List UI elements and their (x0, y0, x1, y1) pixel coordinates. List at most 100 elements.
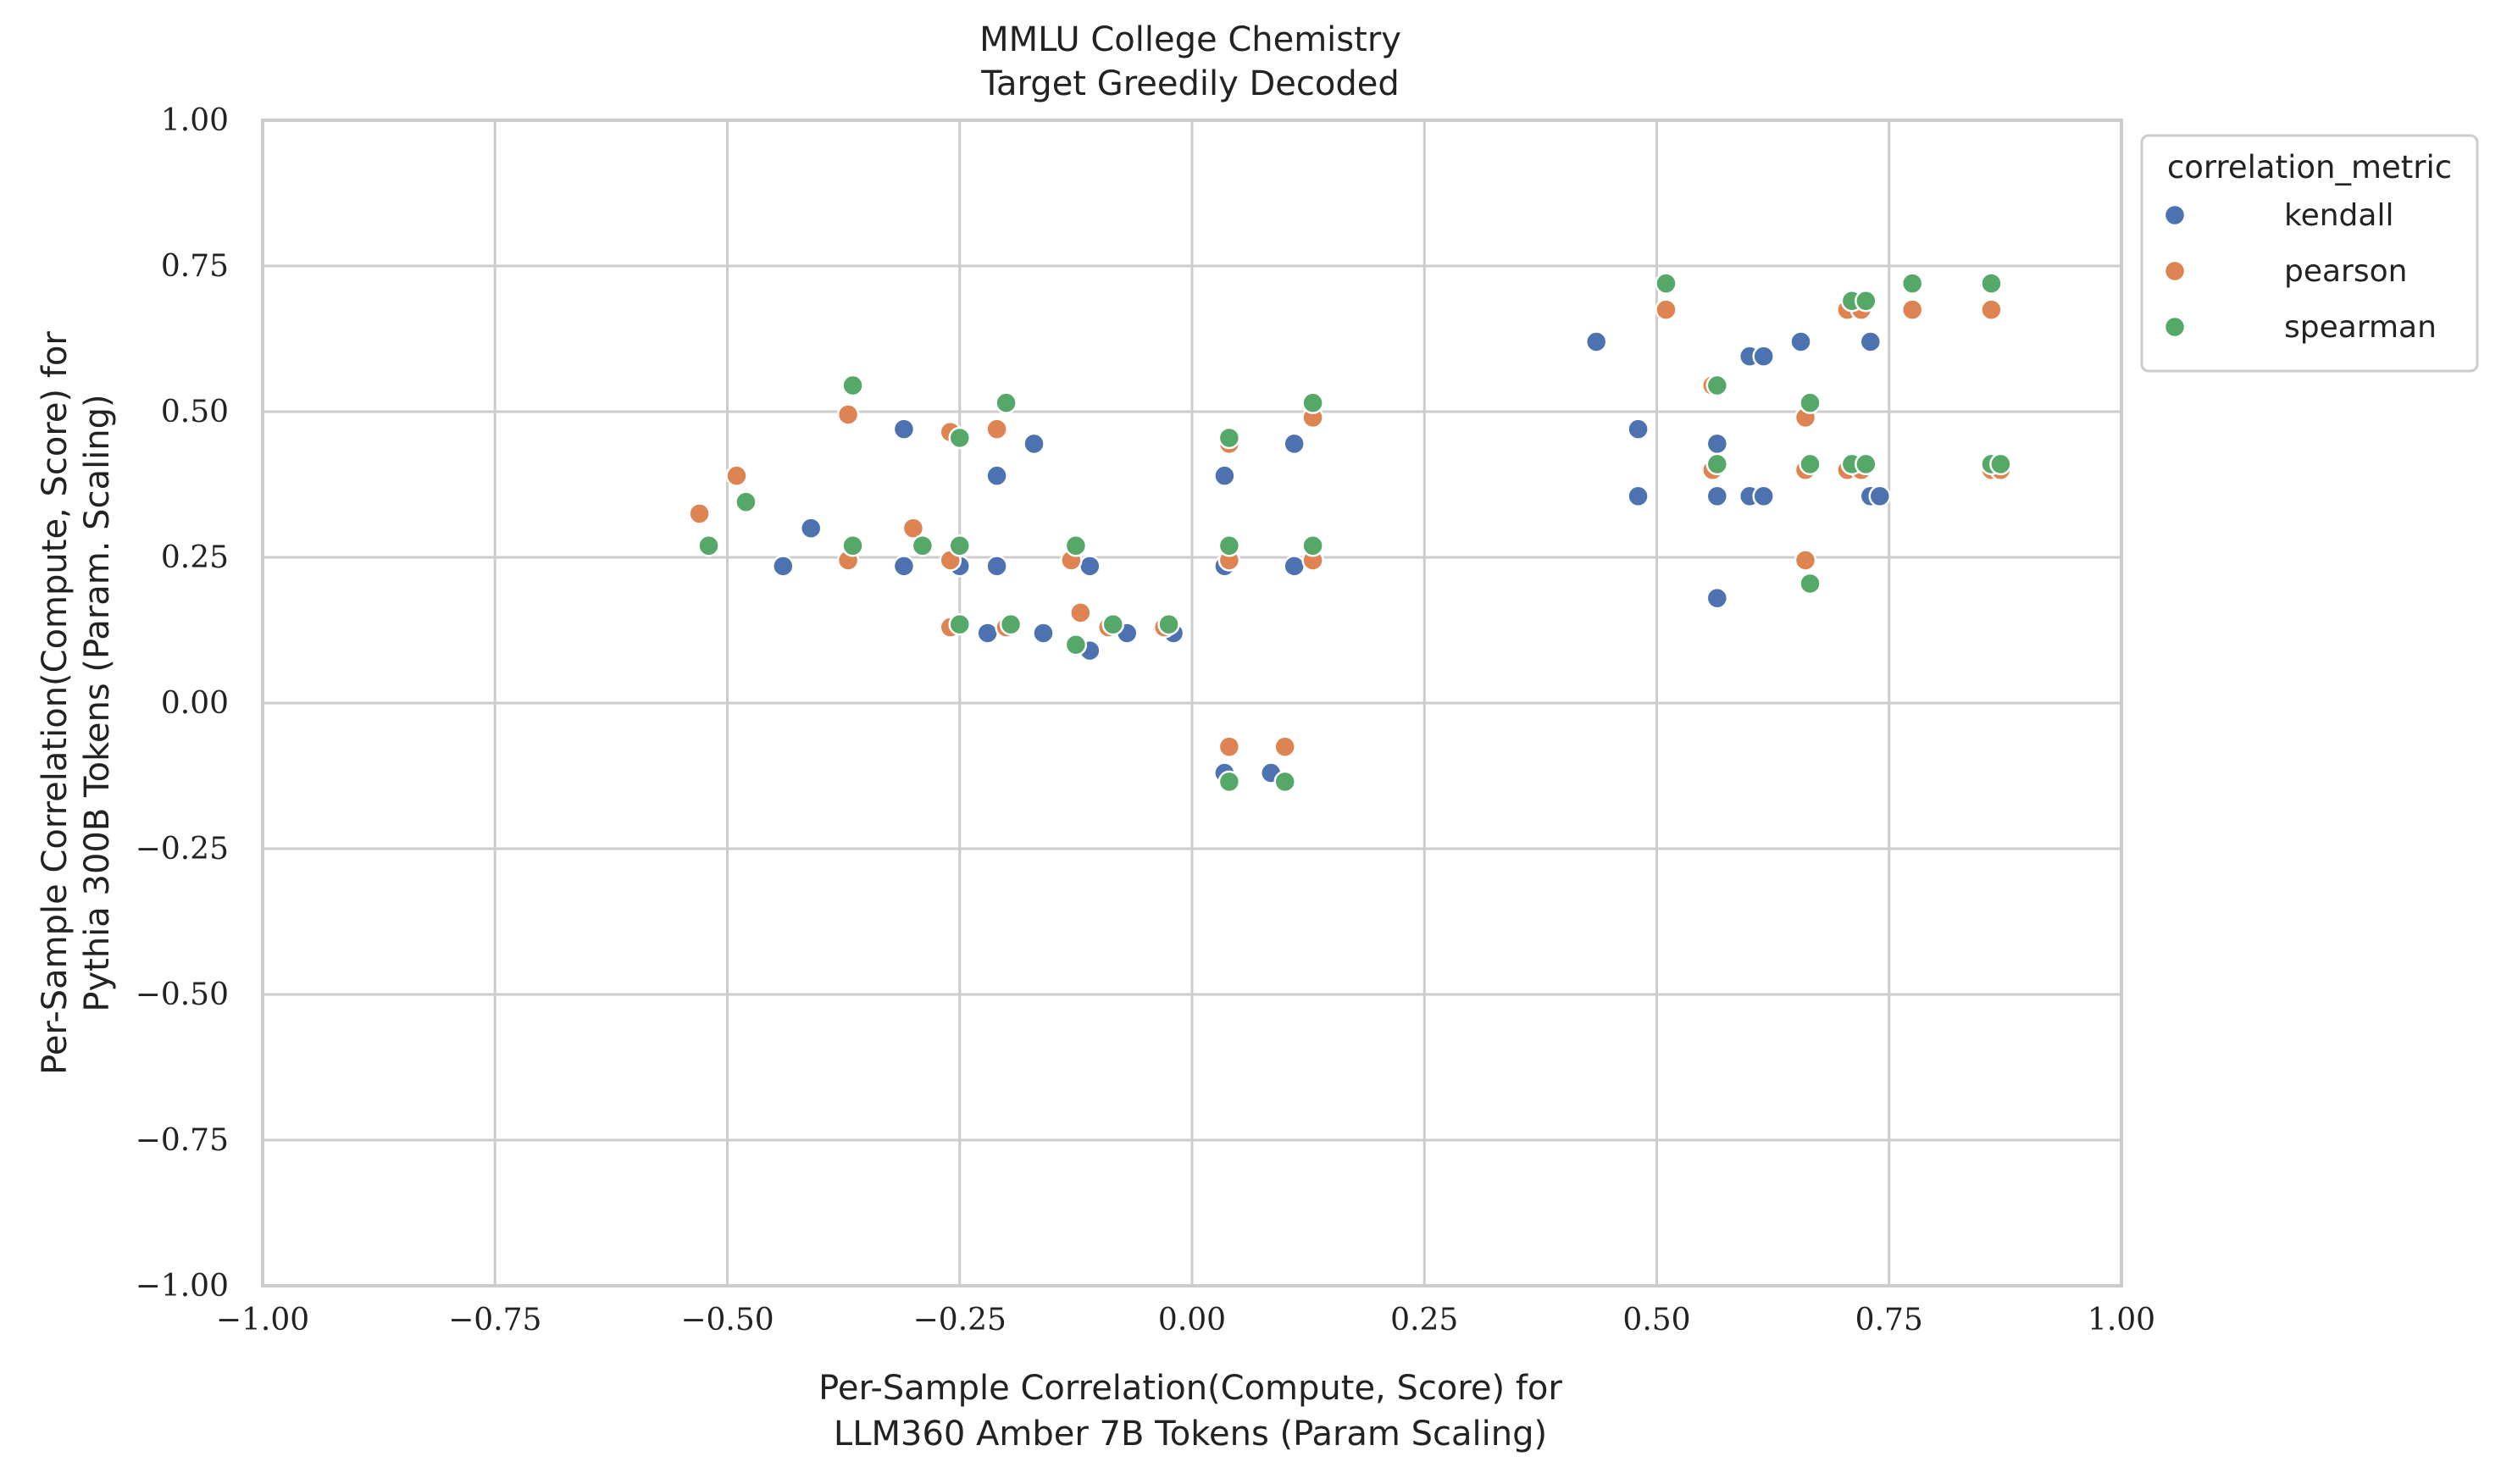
legend-label-kendall: kendall (2284, 198, 2393, 233)
point-spearman (1217, 534, 1241, 557)
y-axis-label-line-2: Pythia 300B Tokens (Param. Scaling) (78, 394, 117, 1011)
point-pearson (836, 403, 860, 426)
point-spearman (995, 391, 1018, 414)
y-axis-label: Per-Sample Correlation(Compute, Score) f… (36, 331, 117, 1075)
y-tick-label: 0.25 (161, 540, 229, 575)
legend-label-pearson: pearson (2284, 254, 2407, 289)
x-tick-label: −1.00 (216, 1303, 309, 1337)
x-tick-label: 0.50 (1622, 1303, 1690, 1337)
point-spearman (1900, 272, 1924, 295)
point-spearman (1301, 534, 1324, 557)
point-kendall (985, 555, 1008, 578)
legend-marker-kendall (2163, 203, 2187, 227)
point-kendall (1213, 464, 1236, 487)
point-spearman (948, 612, 971, 636)
point-kendall (1283, 555, 1306, 578)
point-kendall (1752, 345, 1775, 368)
point-spearman (1217, 426, 1241, 450)
x-tick-label: −0.75 (448, 1303, 541, 1337)
point-kendall (1752, 485, 1775, 508)
point-spearman (841, 374, 864, 397)
point-pearson (1980, 298, 2003, 321)
point-kendall (976, 622, 999, 645)
y-tick-label: −0.50 (136, 977, 229, 1012)
legend-item-kendall: kendall (2163, 198, 2393, 233)
point-pearson (985, 418, 1008, 440)
legend-marker-spearman (2163, 315, 2187, 339)
series-kendall (772, 330, 1892, 784)
point-spearman (1855, 452, 1877, 476)
point-spearman (948, 426, 971, 450)
legend-box (2140, 134, 2479, 373)
point-spearman (1980, 272, 2003, 295)
point-spearman (1655, 272, 1678, 295)
point-pearson (1900, 298, 1924, 321)
point-kendall (1868, 485, 1892, 508)
x-tick-labels: −1.00 −0.75 −0.50 −0.25 0.00 0.25 0.50 0.75 1.00 (216, 1303, 2155, 1337)
legend-label-spearman: spearman (2284, 310, 2437, 345)
point-pearson (688, 502, 711, 525)
point-spearman (1101, 612, 1125, 636)
point-spearman (1217, 770, 1241, 794)
point-spearman (841, 534, 864, 557)
point-spearman (1799, 572, 1822, 595)
point-kendall (1705, 432, 1729, 456)
point-pearson (901, 517, 925, 540)
point-pearson (725, 464, 748, 487)
point-kendall (985, 464, 1008, 487)
legend-title: correlation_metric (2167, 149, 2452, 186)
y-tick-label: −1.00 (136, 1269, 229, 1304)
x-tick-label: 0.25 (1390, 1303, 1458, 1337)
point-kendall (799, 517, 823, 540)
legend: correlation_metric kendall pearson spearma… (2140, 134, 2479, 373)
point-spearman (1705, 452, 1729, 476)
point-spearman (1301, 391, 1324, 414)
point-spearman (697, 534, 720, 557)
legend-item-spearman: spearman (2163, 310, 2437, 345)
point-kendall (1584, 330, 1608, 353)
point-pearson (1217, 735, 1241, 758)
point-spearman (1157, 612, 1180, 636)
x-tick-label: 0.75 (1855, 1303, 1923, 1337)
point-spearman (735, 490, 757, 513)
chart-title-line-2: Target Greedily Decoded (980, 64, 1400, 103)
y-tick-label: 1.00 (161, 103, 229, 138)
point-kendall (1789, 330, 1812, 353)
point-spearman (1064, 534, 1088, 557)
point-spearman (911, 534, 934, 557)
point-spearman (1855, 290, 1877, 313)
x-axis-label-line-1: Per-Sample Correlation(Compute, Score) f… (818, 1369, 1562, 1408)
point-kendall (1032, 622, 1055, 645)
point-kendall (1859, 330, 1883, 353)
y-tick-label: 0.00 (161, 686, 229, 721)
point-spearman (999, 612, 1023, 636)
x-tick-label: 0.00 (1158, 1303, 1226, 1337)
point-spearman (1799, 391, 1822, 414)
x-axis-label-line-2: LLM360 Amber 7B Tokens (Param Scaling) (834, 1415, 1547, 1454)
point-spearman (1064, 633, 1088, 656)
point-kendall (1705, 485, 1729, 508)
y-tick-label: −0.25 (136, 832, 229, 867)
chart-title-line-1: MMLU College Chemistry (979, 20, 1401, 59)
point-spearman (1989, 452, 2012, 476)
point-spearman (1705, 374, 1729, 397)
point-kendall (772, 555, 795, 578)
y-axis-label-line-1: Per-Sample Correlation(Compute, Score) f… (36, 331, 75, 1075)
x-axis-label: Per-Sample Correlation(Compute, Score) f… (818, 1369, 1562, 1454)
point-pearson (1273, 735, 1296, 758)
chart-title: MMLU College Chemistry Target Greedily D… (979, 20, 1401, 103)
plot-frame (261, 119, 2123, 1287)
point-kendall (1627, 418, 1650, 440)
y-tick-label: −0.75 (136, 1123, 229, 1158)
point-spearman (948, 534, 971, 557)
point-pearson (1655, 298, 1678, 321)
point-kendall (1023, 432, 1045, 456)
point-pearson (1794, 549, 1817, 572)
point-pearson (1069, 601, 1092, 624)
point-spearman (1799, 452, 1822, 476)
series-spearman (697, 272, 2012, 794)
point-kendall (892, 418, 916, 440)
x-tick-label: −0.25 (913, 1303, 1006, 1337)
y-tick-label: 0.75 (161, 249, 229, 284)
